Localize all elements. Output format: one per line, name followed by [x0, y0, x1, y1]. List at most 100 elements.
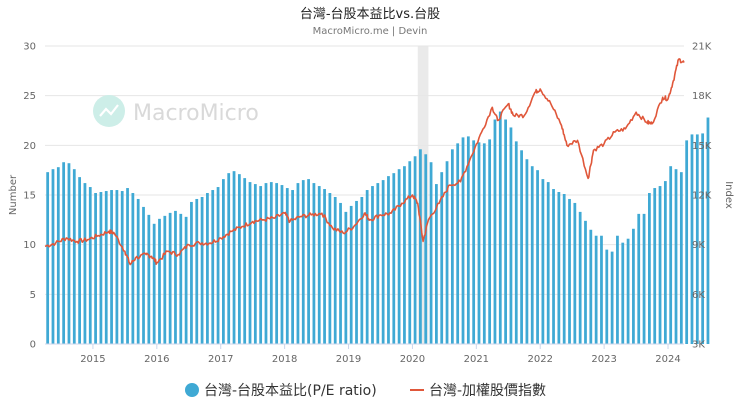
pe-bar	[562, 194, 566, 344]
pe-bar	[557, 192, 561, 344]
pe-bar	[232, 171, 236, 344]
pe-bar	[216, 187, 220, 344]
grid-lines	[45, 45, 684, 345]
left-tick-label: 5	[30, 290, 36, 301]
x-tick-label: 2021	[464, 354, 489, 365]
right-tick-label: 15K	[692, 141, 712, 152]
pe-bar	[424, 154, 428, 344]
pe-bar	[637, 213, 641, 344]
pe-bar	[174, 210, 177, 344]
pe-bar	[248, 182, 252, 344]
pe-bar	[546, 182, 550, 344]
pe-bar	[51, 169, 55, 344]
legend-label-pe: 台灣-台股本益比(P/E ratio)	[204, 383, 377, 399]
x-tick-label: 2024	[655, 354, 680, 365]
right-tick-label: 21K	[692, 42, 712, 53]
left-axis-ticks: 0 5 10 15 20 25 30	[23, 42, 36, 351]
pe-ratio-bars	[46, 111, 710, 345]
pe-bar	[237, 174, 241, 344]
macromicro-logo-icon	[93, 95, 125, 127]
pe-bar	[450, 149, 454, 344]
shaded-region	[417, 46, 429, 344]
chart-title: 台灣-台股本益比vs.台股	[300, 7, 440, 22]
pe-bar	[206, 193, 209, 344]
pe-bar	[360, 196, 364, 344]
pe-bar	[429, 162, 433, 344]
pe-bar	[328, 193, 332, 344]
left-tick-label: 10	[23, 240, 36, 251]
left-tick-label: 30	[23, 42, 36, 53]
x-axis-ticks: 2015 2016 2017 2018 2019 2020 2021 2022 2023 2024	[45, 343, 684, 365]
x-tick-label: 2020	[400, 354, 425, 365]
pe-bar	[195, 198, 199, 344]
pe-bar	[142, 206, 145, 344]
pe-bar	[445, 161, 449, 344]
legend-item-index[interactable]: 台灣-加權股價指數	[410, 382, 546, 399]
pe-bar	[67, 163, 71, 344]
pe-bar	[179, 213, 183, 344]
pe-bar	[88, 187, 92, 344]
pe-bar	[482, 143, 486, 344]
pe-bar	[312, 183, 316, 344]
pe-bar	[685, 140, 689, 344]
x-tick-label: 2018	[272, 354, 297, 365]
pe-bar	[349, 205, 353, 344]
right-tick-label: 3K	[692, 340, 705, 351]
pe-bar	[344, 211, 348, 344]
pe-bar	[126, 188, 129, 344]
right-tick-label: 18K	[692, 91, 712, 102]
pe-bar	[307, 179, 310, 344]
pe-bar	[525, 159, 529, 344]
pe-bar	[99, 192, 103, 344]
pe-bar	[259, 186, 263, 344]
pe-bar	[536, 170, 539, 344]
pe-bar	[46, 172, 50, 344]
pe-bar	[408, 161, 412, 344]
pe-bar	[498, 111, 502, 344]
pe-bar	[600, 235, 603, 344]
pe-bar	[695, 134, 699, 344]
pe-bar	[594, 235, 598, 344]
pe-bar	[706, 117, 710, 345]
right-axis-title: Index	[723, 181, 734, 209]
pe-bar	[413, 156, 417, 344]
left-tick-label: 25	[23, 91, 36, 102]
pe-bar	[552, 189, 555, 344]
pe-bar	[62, 162, 66, 344]
pe-bar	[190, 201, 193, 344]
pe-bar	[131, 193, 135, 344]
left-tick-label: 20	[23, 141, 36, 152]
pe-bar	[365, 190, 369, 344]
pe-bar	[642, 213, 646, 344]
pe-bar	[392, 173, 396, 344]
pe-bar	[493, 119, 497, 344]
pe-bar	[323, 189, 326, 344]
right-axis-ticks: 3K 6K 9K 12K 15K 18K 21K	[692, 42, 712, 351]
pe-bar	[168, 212, 172, 344]
pe-bar	[333, 196, 337, 344]
pe-bar	[163, 215, 167, 344]
left-axis-title: Number	[8, 174, 19, 215]
legend: 台灣-台股本益比(P/E ratio) 台灣-加權股價指數	[185, 382, 546, 399]
watermark: MacroMicro	[93, 95, 259, 127]
pe-bar	[72, 169, 76, 344]
x-tick-label: 2022	[527, 354, 552, 365]
pe-bar	[584, 220, 587, 344]
pe-bar	[381, 180, 385, 344]
pe-bar	[504, 119, 507, 344]
pe-bar	[663, 181, 667, 344]
x-tick-label: 2017	[208, 354, 233, 365]
x-tick-label: 2023	[591, 354, 616, 365]
legend-item-pe[interactable]: 台灣-台股本益比(P/E ratio)	[185, 383, 377, 399]
pe-bar	[269, 182, 273, 344]
pe-bar	[530, 166, 534, 344]
pe-bar	[435, 184, 438, 344]
pe-bar	[376, 183, 380, 344]
pe-bar	[440, 172, 444, 344]
pe-bar	[275, 183, 279, 344]
pe-bar	[520, 150, 523, 344]
pe-bar	[690, 134, 694, 344]
pe-bar	[514, 141, 518, 344]
pe-bar	[227, 173, 231, 344]
